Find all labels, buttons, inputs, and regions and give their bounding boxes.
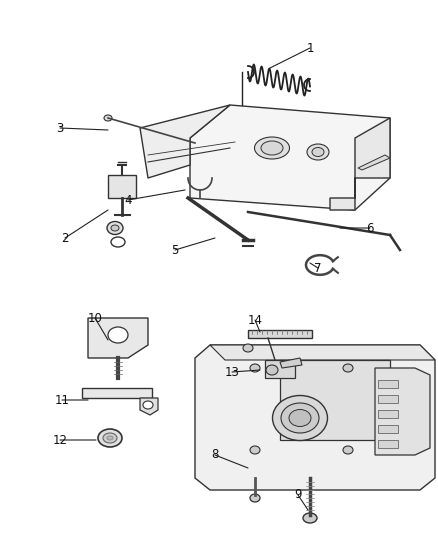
Polygon shape [378, 425, 398, 433]
Ellipse shape [272, 395, 328, 440]
Polygon shape [190, 105, 390, 210]
Ellipse shape [243, 344, 253, 352]
Text: 6: 6 [366, 222, 374, 235]
Text: 1: 1 [306, 42, 314, 54]
Ellipse shape [307, 144, 329, 160]
Ellipse shape [303, 513, 317, 523]
Ellipse shape [107, 436, 113, 440]
Polygon shape [378, 380, 398, 388]
Polygon shape [280, 358, 302, 368]
Ellipse shape [254, 137, 290, 159]
Ellipse shape [250, 446, 260, 454]
Ellipse shape [281, 403, 319, 433]
Text: 2: 2 [61, 231, 69, 245]
Text: 4: 4 [124, 193, 132, 206]
Ellipse shape [343, 446, 353, 454]
Polygon shape [330, 118, 390, 210]
Text: 14: 14 [247, 313, 262, 327]
Ellipse shape [250, 364, 260, 372]
Ellipse shape [343, 364, 353, 372]
Text: 9: 9 [294, 489, 302, 502]
Text: 12: 12 [53, 433, 67, 447]
Ellipse shape [108, 327, 128, 343]
Ellipse shape [104, 115, 112, 121]
Polygon shape [210, 345, 435, 360]
Polygon shape [378, 440, 398, 448]
Polygon shape [195, 345, 435, 490]
Ellipse shape [312, 148, 324, 157]
Text: 3: 3 [57, 122, 64, 134]
Text: 13: 13 [225, 366, 240, 378]
Polygon shape [140, 105, 230, 178]
Ellipse shape [103, 433, 117, 443]
Ellipse shape [289, 409, 311, 426]
Ellipse shape [98, 429, 122, 447]
Ellipse shape [266, 365, 278, 375]
Text: 7: 7 [314, 262, 322, 274]
Polygon shape [378, 395, 398, 403]
Polygon shape [82, 388, 152, 398]
Polygon shape [140, 398, 158, 415]
Ellipse shape [111, 225, 119, 231]
Polygon shape [108, 175, 136, 198]
Polygon shape [280, 360, 390, 440]
Text: 5: 5 [171, 244, 179, 256]
Text: 10: 10 [88, 311, 102, 325]
Text: 8: 8 [211, 448, 219, 462]
Ellipse shape [143, 401, 153, 409]
Ellipse shape [250, 494, 260, 502]
Polygon shape [378, 410, 398, 418]
Polygon shape [265, 360, 295, 378]
Polygon shape [248, 330, 312, 338]
Polygon shape [88, 318, 148, 358]
Polygon shape [358, 155, 390, 170]
Ellipse shape [107, 222, 123, 235]
Polygon shape [375, 368, 430, 455]
Text: 11: 11 [54, 393, 70, 407]
Ellipse shape [261, 141, 283, 155]
